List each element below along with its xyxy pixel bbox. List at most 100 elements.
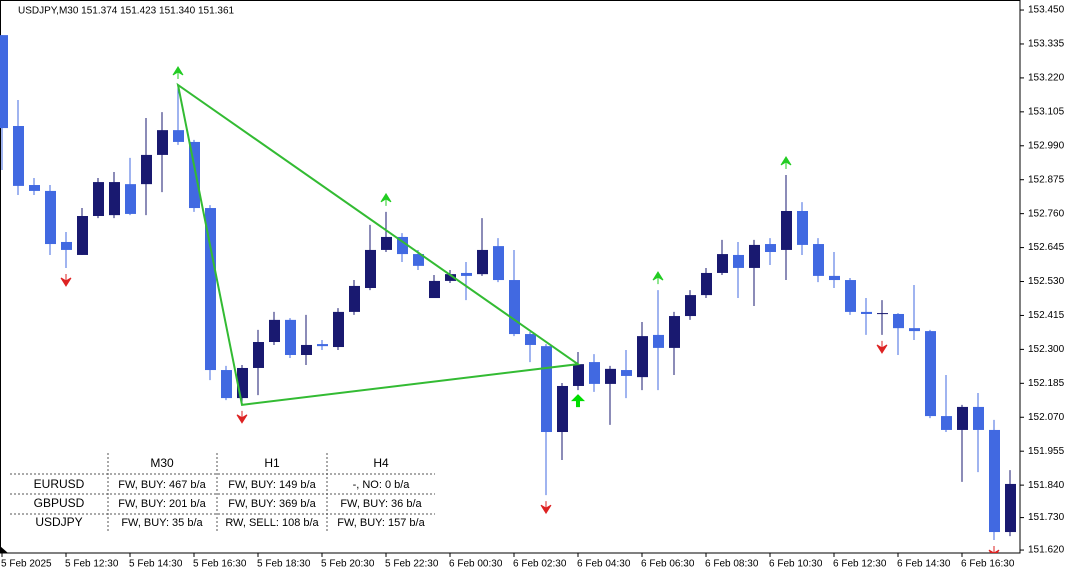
fractal-down <box>540 501 552 515</box>
candle-body <box>93 182 104 217</box>
candle-body <box>125 184 136 214</box>
x-tick-label: 5 Feb 22:30 <box>385 559 439 570</box>
table-cell: FW, BUY: 201 b/a <box>118 498 206 510</box>
candle-body <box>573 364 584 386</box>
x-tick-label: 5 Feb 20:30 <box>321 559 375 570</box>
symbol-info: USDJPY,M30 151.374 151.423 151.340 151.3… <box>18 6 235 17</box>
candle-body <box>61 241 72 250</box>
y-tick-label: 152.300 <box>1028 344 1065 355</box>
y-tick-label: 153.335 <box>1028 39 1065 50</box>
candle-body <box>637 336 648 378</box>
candle-body <box>621 370 632 376</box>
table-symbol: GBPUSD <box>34 496 85 510</box>
x-tick-label: 5 Feb 18:30 <box>257 559 311 570</box>
y-tick-label: 152.070 <box>1028 412 1065 423</box>
x-tick-label: 5 Feb 16:30 <box>193 559 247 570</box>
x-tick-label: 6 Feb 04:30 <box>577 559 631 570</box>
candle-body <box>973 406 984 430</box>
candle-body <box>109 182 120 216</box>
x-tick-label: 6 Feb 12:30 <box>833 559 887 570</box>
pattern-triangle <box>176 82 581 406</box>
fractal-up <box>652 271 664 285</box>
table-symbol: USDJPY <box>35 515 82 529</box>
candle-body <box>13 126 24 186</box>
candle-body <box>221 370 232 399</box>
x-tick-label: 5 Feb 14:30 <box>129 559 183 570</box>
table-header: M30 <box>150 456 174 470</box>
table-header: H4 <box>373 456 389 470</box>
candle-body <box>77 216 88 255</box>
candle-body <box>189 141 200 209</box>
candle-body <box>461 272 472 276</box>
y-tick-label: 151.730 <box>1028 512 1065 523</box>
table-cell: FW, BUY: 35 b/a <box>121 517 203 529</box>
y-tick-label: 151.955 <box>1028 446 1065 457</box>
y-tick-label: 151.840 <box>1028 480 1065 491</box>
candle-body <box>605 368 616 384</box>
fractal-up <box>780 156 792 169</box>
table-cell: FW, BUY: 36 b/a <box>340 498 422 510</box>
candle-body <box>749 244 760 268</box>
table-symbol: EURUSD <box>34 477 85 491</box>
candle-body <box>445 274 456 281</box>
x-tick-label: 6 Feb 02:30 <box>513 559 567 570</box>
candle-body <box>237 367 248 399</box>
buy-signal <box>571 394 585 408</box>
candle-body <box>589 362 600 384</box>
candle-body <box>989 429 1000 533</box>
candle-body <box>653 334 664 348</box>
candle-body <box>509 280 520 335</box>
candle-body <box>349 285 360 312</box>
fractal-down <box>60 273 72 287</box>
candle-body <box>429 280 440 299</box>
candle-body <box>397 236 408 255</box>
y-tick-label: 151.620 <box>1028 545 1065 556</box>
table-cell: FW, BUY: 149 b/a <box>228 479 316 491</box>
corner-mark <box>0 546 8 553</box>
candle-body <box>861 311 872 314</box>
candle-body <box>269 319 280 343</box>
x-tick-label: 6 Feb 08:30 <box>705 559 759 570</box>
y-tick-label: 152.530 <box>1028 276 1065 287</box>
table-cell: FW, BUY: 467 b/a <box>118 479 206 491</box>
candle-body <box>157 130 168 155</box>
candle-body <box>29 185 40 191</box>
y-tick-label: 153.105 <box>1028 106 1065 117</box>
x-tick-label: 5 Feb 12:30 <box>65 559 119 570</box>
y-tick-label: 152.185 <box>1028 378 1065 389</box>
x-tick-label: 5 Feb 2025 <box>1 559 52 570</box>
candle-body <box>0 35 8 129</box>
candle-body <box>285 319 296 355</box>
candle-body <box>669 316 680 348</box>
candle-body <box>797 210 808 245</box>
candle-body <box>733 254 744 268</box>
candle-body <box>45 190 56 245</box>
table-cell: -, NO: 0 b/a <box>353 479 411 491</box>
candle-body <box>765 244 776 253</box>
candle-body <box>1005 483 1016 533</box>
signal-table: M30 H1 H4 EURUSD FW, BUY: 467 b/a FW, BUY: 14… <box>10 453 435 533</box>
candle-body <box>717 254 728 273</box>
candle-body <box>877 313 888 315</box>
table-cell: FW, BUY: 157 b/a <box>337 517 425 529</box>
candle-body <box>541 346 552 433</box>
candle-body <box>941 416 952 430</box>
y-tick-label: 152.645 <box>1028 242 1065 253</box>
fractal-up <box>380 192 392 206</box>
candle-body <box>845 280 856 312</box>
candle-body <box>317 344 328 347</box>
y-tick-label: 152.760 <box>1028 208 1065 219</box>
x-tick-label: 6 Feb 06:30 <box>641 559 695 570</box>
candle-body <box>701 272 712 296</box>
candle-body <box>493 246 504 281</box>
candle-body <box>957 406 968 430</box>
table-header: H1 <box>264 456 280 470</box>
candle-body <box>253 342 264 368</box>
plot <box>0 35 1016 553</box>
y-tick-label: 152.875 <box>1028 174 1065 185</box>
candle-body <box>381 236 392 250</box>
fractal-down <box>876 340 888 354</box>
table-cell: RW, SELL: 108 b/a <box>225 517 319 529</box>
x-tick-label: 6 Feb 00:30 <box>449 559 503 570</box>
